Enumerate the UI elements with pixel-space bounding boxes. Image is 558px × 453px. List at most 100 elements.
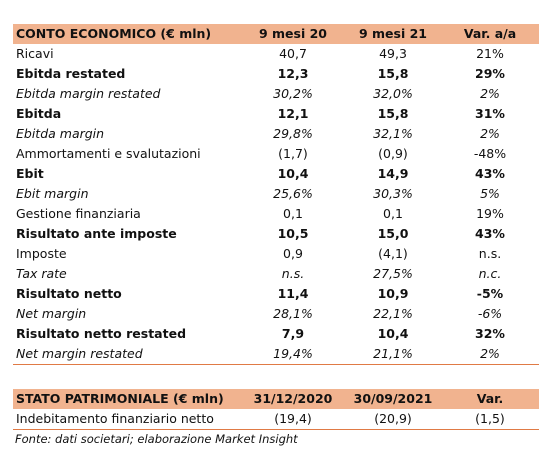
row-change: 2% [480, 86, 500, 101]
row-label: Ammortamenti e svalutazioni [16, 146, 201, 161]
row-value-1: 0,9 [283, 246, 303, 261]
row-value-2: 49,3 [379, 46, 407, 61]
income-header-row: CONTO ECONOMICO (€ mln) 9 mesi 20 9 mesi… [13, 24, 539, 44]
table-row: Gestione finanziaria 0,1 0,1 19% [13, 204, 539, 224]
row-value-1: 19,4% [241, 344, 345, 365]
table-row: Ebitda margin restated 30,2% 32,0% 2% [13, 84, 539, 104]
row-value-1: 29,8% [273, 126, 313, 141]
row-label: Ricavi [16, 46, 54, 61]
row-value-2: (20,9) [345, 409, 441, 430]
row-label: Ebit [16, 166, 44, 181]
row-label: Gestione finanziaria [16, 206, 141, 221]
table-row: Ebit 10,4 14,9 43% [13, 164, 539, 184]
row-label: Ebitda restated [16, 66, 126, 81]
balance-header-change: Var. [441, 389, 539, 409]
row-value-1: 10,5 [277, 226, 309, 241]
income-header-change: Var. a/a [441, 24, 539, 44]
row-value-2: 32,0% [373, 86, 413, 101]
row-value-2: 15,8 [377, 106, 409, 121]
row-change: 32% [475, 326, 505, 341]
row-value-1: 11,4 [277, 286, 309, 301]
table-row: Net margin restated 19,4% 21,1% 2% [13, 344, 539, 365]
balance-header-title: STATO PATRIMONIALE (€ mln) [13, 389, 241, 409]
table-row: Imposte 0,9 (4,1) n.s. [13, 244, 539, 264]
income-header-title: CONTO ECONOMICO (€ mln) [13, 24, 241, 44]
row-label: Risultato ante imposte [16, 226, 177, 241]
table-row: Ebitda margin 29,8% 32,1% 2% [13, 124, 539, 144]
table-row: Net margin 28,1% 22,1% -6% [13, 304, 539, 324]
row-label: Ebitda margin [16, 126, 105, 141]
income-header-period-2: 9 mesi 21 [345, 24, 441, 44]
row-value-1: 25,6% [273, 186, 313, 201]
row-label: Risultato netto restated [16, 326, 187, 341]
balance-header-date-1: 31/12/2020 [241, 389, 345, 409]
row-value-1: 12,3 [277, 66, 309, 81]
row-value-1: 0,1 [283, 206, 303, 221]
table-row: Ebitda 12,1 15,8 31% [13, 104, 539, 124]
table-row: Ammortamenti e svalutazioni (1,7) (0,9) -48… [13, 144, 539, 164]
row-label: Ebitda [16, 106, 62, 121]
row-value-2: 14,9 [377, 166, 409, 181]
row-change: 2% [480, 126, 500, 141]
row-value-1: 12,1 [277, 106, 309, 121]
source-footnote: Fonte: dati societari; elaborazione Mark… [15, 432, 298, 446]
row-label: Ebit margin [16, 186, 89, 201]
row-value-2: 27,5% [373, 266, 413, 281]
row-change: -5% [476, 286, 504, 301]
row-label: Tax rate [16, 266, 67, 281]
row-value-1: 7,9 [281, 326, 305, 341]
row-value-1: 10,4 [277, 166, 309, 181]
row-change: 21% [476, 46, 504, 61]
table-row: Risultato ante imposte 10,5 15,0 43% [13, 224, 539, 244]
row-value-1: (19,4) [241, 409, 345, 430]
row-change: 43% [475, 166, 505, 181]
row-value-2: (4,1) [378, 246, 408, 261]
row-value-2: 30,3% [373, 186, 413, 201]
table-row: Ebitda restated 12,3 15,8 29% [13, 64, 539, 84]
row-value-2: 32,1% [373, 126, 413, 141]
row-value-2: 10,9 [377, 286, 409, 301]
row-value-2: (0,9) [378, 146, 408, 161]
row-label: Net margin [16, 306, 87, 321]
row-value-2: 15,0 [377, 226, 409, 241]
table-row: Indebitamento finanziario netto (19,4) (20… [13, 409, 539, 430]
row-label: Indebitamento finanziario netto [13, 409, 241, 430]
table-row: Ricavi 40,7 49,3 21% [13, 44, 539, 64]
balance-header-row: STATO PATRIMONIALE (€ mln) 31/12/2020 30… [13, 389, 539, 409]
row-change: -48% [473, 146, 507, 161]
row-value-1: n.s. [281, 266, 305, 281]
row-value-2: 22,1% [373, 306, 413, 321]
row-change: 5% [480, 186, 500, 201]
row-change: 43% [475, 226, 505, 241]
table-row: Risultato netto 11,4 10,9 -5% [13, 284, 539, 304]
row-value-1: 40,7 [279, 46, 307, 61]
row-value-1: (1,7) [278, 146, 308, 161]
income-rows: Ricavi 40,7 49,3 21% Ebitda restated 12,3 15,8… [13, 44, 539, 365]
row-change: -6% [477, 306, 503, 321]
row-value-2: 15,8 [377, 66, 409, 81]
row-value-2: 0,1 [383, 206, 403, 221]
row-label: Net margin restated [13, 344, 241, 365]
row-label: Ebitda margin restated [16, 86, 161, 101]
row-label: Imposte [16, 246, 67, 261]
balance-rows: Indebitamento finanziario netto (19,4) (20… [13, 409, 539, 430]
row-value-2: 10,4 [377, 326, 409, 341]
row-value-2: 21,1% [345, 344, 441, 365]
table-row: Tax rate n.s. 27,5% n.c. [13, 264, 539, 284]
row-value-1: 28,1% [273, 306, 313, 321]
row-change: 19% [476, 206, 504, 221]
income-statement-table: CONTO ECONOMICO (€ mln) 9 mesi 20 9 mesi… [13, 24, 539, 365]
row-change: 29% [475, 66, 505, 81]
income-header-period-1: 9 mesi 20 [241, 24, 345, 44]
balance-sheet-table: STATO PATRIMONIALE (€ mln) 31/12/2020 30… [13, 389, 539, 430]
balance-header-date-2: 30/09/2021 [345, 389, 441, 409]
row-change: n.s. [478, 246, 502, 261]
table-row: Risultato netto restated 7,9 10,4 32% [13, 324, 539, 344]
row-change: n.c. [478, 266, 502, 281]
table-row: Ebit margin 25,6% 30,3% 5% [13, 184, 539, 204]
row-change: 2% [441, 344, 539, 365]
row-change: (1,5) [441, 409, 539, 430]
row-value-1: 30,2% [273, 86, 313, 101]
row-change: 31% [475, 106, 505, 121]
row-label: Risultato netto [16, 286, 122, 301]
